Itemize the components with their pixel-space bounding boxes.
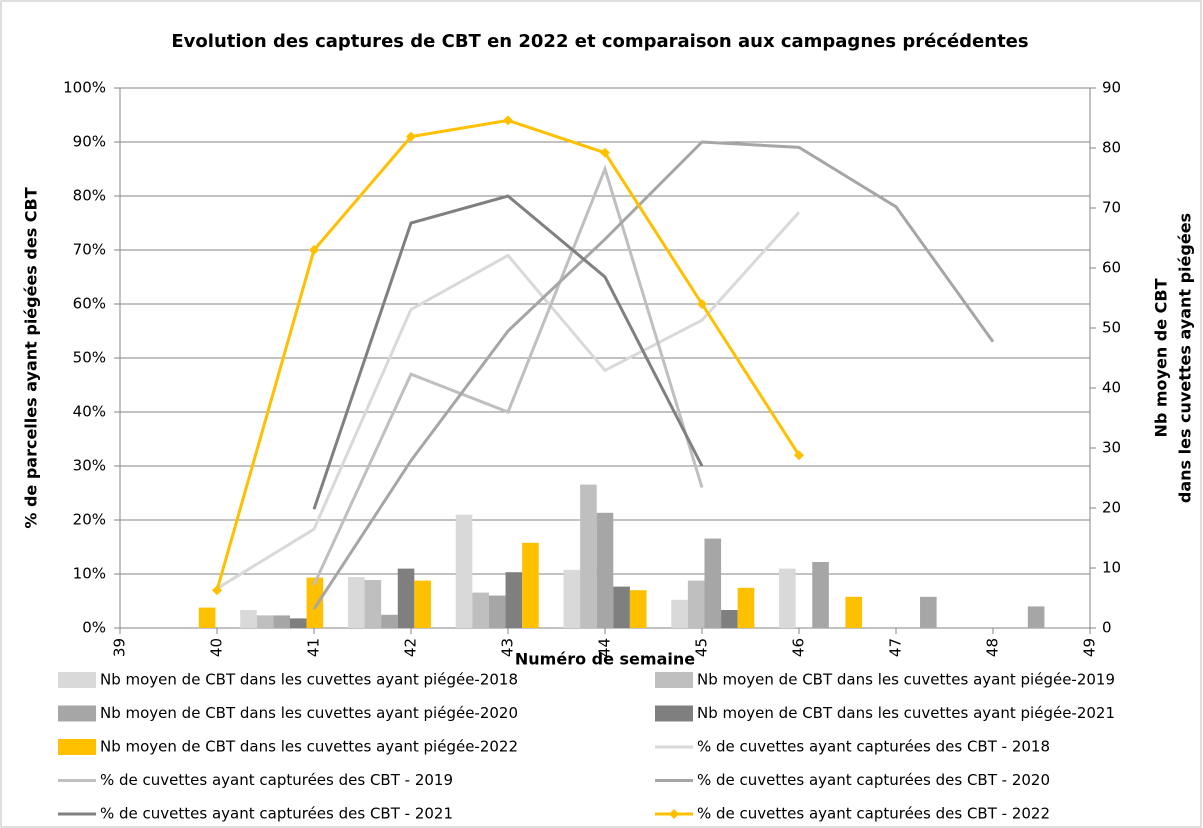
y-tick-label: 0% bbox=[82, 619, 106, 637]
bar bbox=[488, 595, 506, 628]
marker bbox=[309, 245, 319, 255]
bar bbox=[779, 568, 796, 628]
y2-tick-label: 90 bbox=[1102, 79, 1121, 97]
y2-axis-label: dans les cuvettes ayant piégées bbox=[1176, 213, 1195, 503]
line bbox=[312, 140, 995, 610]
y2-tick-label: 70 bbox=[1102, 199, 1121, 217]
y2-tick-label: 50 bbox=[1102, 319, 1121, 337]
legend-swatch bbox=[655, 672, 693, 688]
x-tick-label: 47 bbox=[887, 638, 905, 657]
y2-tick-label: 30 bbox=[1102, 439, 1121, 457]
legend-label: % de cuvettes ayant capturées des CBT - … bbox=[697, 738, 1050, 756]
legend-label: % de cuvettes ayant capturées des CBT - … bbox=[697, 805, 1050, 823]
bar bbox=[273, 615, 290, 628]
y-tick-label: 70% bbox=[73, 241, 106, 259]
y-tick-label: 50% bbox=[73, 349, 106, 367]
chart-title: Evolution des captures de CBT en 2022 et… bbox=[171, 31, 1028, 52]
bar bbox=[812, 562, 829, 628]
y-axis-label: % de parcelles ayant piégées des CBT bbox=[22, 187, 41, 528]
y-tick-label: 10% bbox=[73, 565, 106, 583]
line bbox=[216, 211, 801, 590]
legend-label: Nb moyen de CBT dans les cuvettes ayant … bbox=[697, 671, 1115, 689]
marker bbox=[503, 115, 513, 126]
bar bbox=[505, 572, 523, 628]
bar bbox=[347, 577, 365, 628]
x-tick-label: 39 bbox=[111, 638, 129, 657]
legend-label: Nb moyen de CBT dans les cuvettes ayant … bbox=[100, 738, 518, 756]
x-tick-label: 44 bbox=[596, 638, 614, 657]
marker bbox=[794, 450, 804, 461]
bar bbox=[596, 512, 614, 628]
x-tick-label: 41 bbox=[305, 638, 323, 657]
legend-swatch bbox=[58, 739, 96, 755]
y2-tick-label: 0 bbox=[1102, 619, 1112, 637]
x-tick-label: 45 bbox=[693, 638, 711, 657]
y-tick-label: 100% bbox=[63, 79, 106, 97]
y-tick-label: 90% bbox=[73, 133, 106, 151]
bar bbox=[240, 610, 257, 628]
bar bbox=[920, 596, 937, 628]
y-tick-label: 80% bbox=[73, 187, 106, 205]
bar bbox=[306, 577, 324, 628]
legend-label: % de cuvettes ayant capturées des CBT - … bbox=[697, 771, 1050, 789]
legend-label: Nb moyen de CBT dans les cuvettes ayant … bbox=[697, 704, 1115, 722]
bar bbox=[721, 610, 738, 628]
x-tick-label: 46 bbox=[790, 638, 808, 657]
y-tick-label: 60% bbox=[73, 295, 106, 313]
x-tick-label: 42 bbox=[402, 638, 420, 657]
x-tick-label: 43 bbox=[499, 638, 517, 657]
x-tick-label: 48 bbox=[984, 638, 1002, 657]
bar bbox=[845, 596, 863, 628]
bar bbox=[472, 592, 489, 628]
bar bbox=[381, 614, 398, 628]
bar bbox=[198, 607, 216, 628]
marker bbox=[406, 131, 416, 142]
bar bbox=[737, 587, 755, 628]
marker bbox=[212, 585, 222, 596]
bar bbox=[364, 580, 382, 628]
bar bbox=[704, 538, 722, 628]
bar bbox=[687, 580, 705, 628]
y2-tick-label: 10 bbox=[1102, 559, 1121, 577]
bar bbox=[522, 542, 539, 628]
y-tick-label: 40% bbox=[73, 403, 106, 421]
legend-label: Nb moyen de CBT dans les cuvettes ayant … bbox=[100, 671, 518, 689]
y2-axis-label: Nb moyen de CBT bbox=[1152, 278, 1171, 437]
x-tick-label: 49 bbox=[1081, 638, 1099, 657]
y-tick-label: 30% bbox=[73, 457, 106, 475]
y2-tick-label: 20 bbox=[1102, 499, 1121, 517]
legend-swatch bbox=[58, 705, 96, 722]
bar bbox=[256, 615, 274, 628]
bar bbox=[414, 580, 431, 628]
bar bbox=[580, 484, 597, 628]
legend-label: % de cuvettes ayant capturées des CBT - … bbox=[100, 805, 453, 823]
legend-marker bbox=[669, 809, 679, 819]
legend-swatch bbox=[655, 705, 693, 722]
bar bbox=[1027, 606, 1045, 628]
marker bbox=[600, 147, 610, 158]
marker bbox=[697, 299, 707, 309]
bar bbox=[289, 618, 307, 628]
bar bbox=[629, 590, 647, 628]
x-tick-label: 40 bbox=[208, 638, 226, 657]
y2-tick-label: 40 bbox=[1102, 379, 1121, 397]
y2-tick-label: 60 bbox=[1102, 259, 1121, 277]
bar bbox=[563, 569, 581, 628]
line bbox=[312, 194, 704, 510]
legend-label: Nb moyen de CBT dans les cuvettes ayant … bbox=[100, 704, 518, 722]
line bbox=[312, 164, 704, 586]
bar bbox=[613, 586, 630, 628]
bar bbox=[671, 599, 688, 628]
bar bbox=[455, 514, 473, 628]
bar bbox=[397, 568, 415, 628]
x-axis-label: Numéro de semaine bbox=[515, 650, 695, 669]
legend-label: % de cuvettes ayant capturées des CBT - … bbox=[100, 771, 453, 789]
legend-swatch bbox=[58, 672, 96, 688]
y-tick-label: 20% bbox=[73, 511, 106, 529]
y2-tick-label: 80 bbox=[1102, 139, 1121, 157]
